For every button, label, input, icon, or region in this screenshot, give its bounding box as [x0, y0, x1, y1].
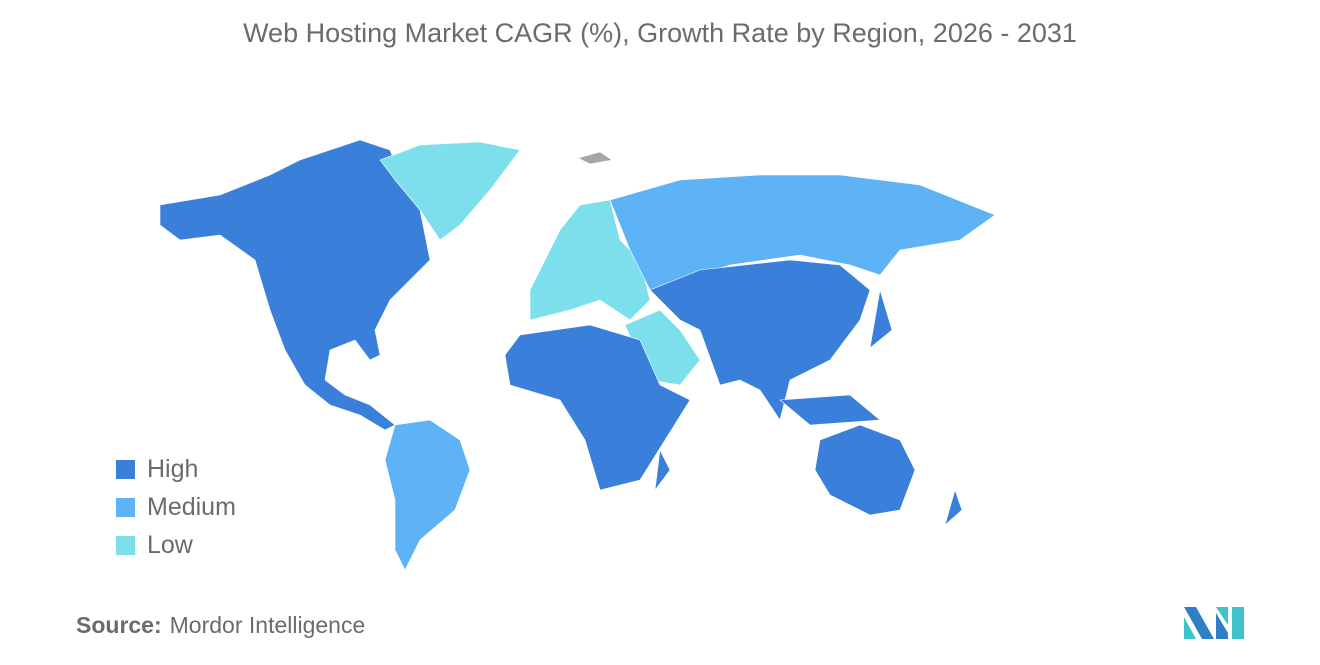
region-japan [869, 289, 893, 349]
region-greenland [379, 141, 521, 241]
world-map [159, 139, 996, 571]
legend-swatch [116, 497, 135, 517]
region-south-america [384, 419, 471, 571]
page-title: Web Hosting Market CAGR (%), Growth Rate… [243, 18, 1077, 48]
source-label: Source: [76, 612, 162, 638]
region-asia [649, 259, 871, 421]
legend: High Medium Low [116, 450, 236, 564]
legend-label: Medium [147, 492, 236, 521]
source-value: Mordor Intelligence [169, 612, 366, 638]
legend-label: Low [147, 530, 193, 559]
legend-item-high: High [116, 450, 236, 488]
region-madagascar [654, 449, 671, 491]
legend-label: High [147, 454, 199, 483]
region-new-zealand [944, 489, 963, 526]
region-europe [529, 199, 651, 321]
legend-swatch [116, 459, 135, 479]
legend-item-medium: Medium [116, 488, 236, 526]
region-southeast-asia [779, 394, 881, 426]
mordor-logo-icon [1184, 607, 1244, 639]
region-australia [814, 424, 916, 516]
legend-swatch [116, 535, 135, 555]
region-north-america [159, 139, 431, 431]
region-africa [504, 324, 691, 491]
source-note: Source: Mordor Intelligence [76, 612, 365, 639]
region-svalbard [577, 151, 613, 165]
legend-item-low: Low [116, 526, 236, 564]
